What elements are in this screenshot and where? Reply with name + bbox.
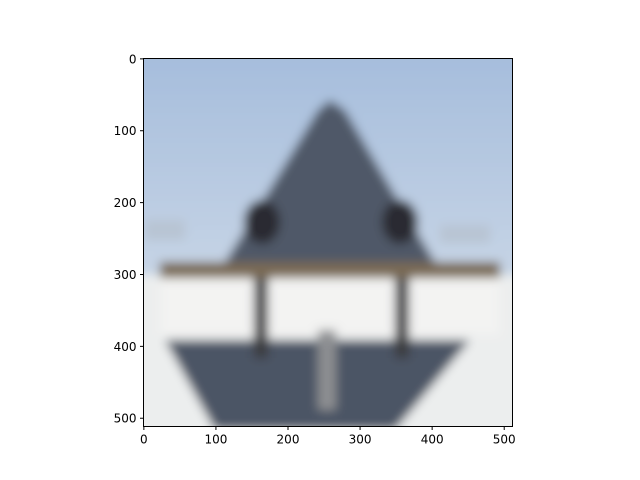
image: [143, 58, 513, 427]
y-tick-label: 100: [114, 124, 137, 138]
x-tick-label: 200: [277, 433, 300, 447]
y-tick-label: 200: [114, 196, 137, 210]
y-tick-label: 0: [129, 52, 137, 66]
y-tick-label: 500: [114, 412, 137, 426]
y-tick-label: 400: [114, 340, 137, 354]
x-tick-label: 500: [493, 433, 516, 447]
x-tick-label: 0: [140, 433, 148, 447]
x-tick-label: 400: [421, 433, 444, 447]
x-tick-label: 300: [349, 433, 372, 447]
y-tick-label: 300: [114, 268, 137, 282]
x-tick-label: 100: [204, 433, 227, 447]
axes-frame: [143, 58, 513, 427]
